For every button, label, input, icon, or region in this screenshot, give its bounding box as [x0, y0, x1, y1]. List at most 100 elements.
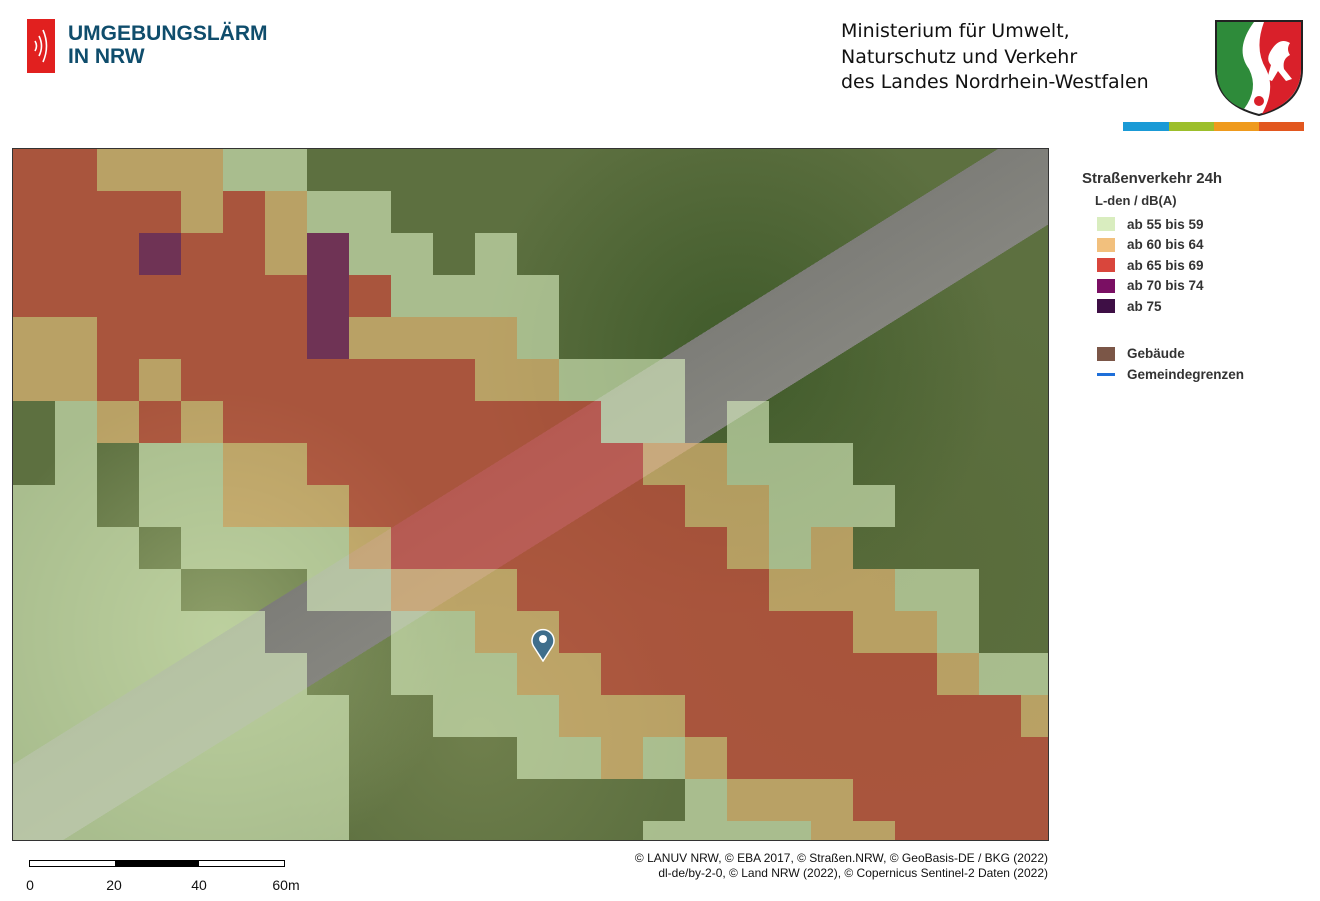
noise-cell	[643, 695, 685, 737]
noise-cell	[601, 653, 643, 695]
noise-cell	[223, 779, 265, 821]
noise-cell	[769, 737, 811, 779]
noise-cell	[685, 527, 727, 569]
noise-cell	[307, 359, 349, 401]
noise-cell	[811, 611, 853, 653]
location-pin-icon[interactable]	[530, 626, 556, 667]
legend-unit: L-den / dB(A)	[1095, 193, 1177, 208]
noise-cell	[349, 275, 391, 317]
noise-cell	[517, 359, 559, 401]
noise-cell	[55, 233, 97, 275]
legend-swatch	[1097, 299, 1115, 314]
noise-cell	[475, 527, 517, 569]
noise-cell	[1021, 695, 1048, 737]
noise-cell	[685, 485, 727, 527]
noise-cell	[55, 569, 97, 611]
noise-cell	[601, 485, 643, 527]
noise-cell	[307, 401, 349, 443]
noise-cell	[13, 233, 55, 275]
noise-cell	[475, 359, 517, 401]
noise-cell	[307, 317, 349, 359]
scale-tick: 40	[191, 877, 207, 893]
noise-cell	[559, 737, 601, 779]
noise-cell	[307, 695, 349, 737]
ministry-line: Ministerium für Umwelt,	[841, 20, 1070, 42]
noise-cell	[181, 611, 223, 653]
noise-cell	[643, 737, 685, 779]
noise-cell	[97, 149, 139, 191]
noise-cell	[55, 359, 97, 401]
noise-cell	[601, 401, 643, 443]
noise-cell	[727, 695, 769, 737]
noise-cell	[307, 737, 349, 779]
noise-cell	[55, 191, 97, 233]
noise-cell	[391, 443, 433, 485]
legend-label: ab 60 bis 64	[1127, 237, 1204, 253]
noise-cell	[769, 527, 811, 569]
legend-swatch	[1097, 278, 1115, 293]
noise-cell	[265, 527, 307, 569]
noise-cell	[475, 317, 517, 359]
noise-cell	[559, 359, 601, 401]
noise-cell	[97, 317, 139, 359]
ministry-line: Naturschutz und Verkehr	[841, 45, 1078, 68]
noise-cell	[307, 485, 349, 527]
noise-cell	[895, 695, 937, 737]
noise-cell	[139, 317, 181, 359]
scale-tick: 60m	[272, 877, 300, 893]
noise-cell	[391, 359, 433, 401]
noise-cell	[391, 527, 433, 569]
noise-cell	[475, 611, 517, 653]
noise-cell	[265, 779, 307, 821]
noise-cell	[13, 359, 55, 401]
noise-cell	[139, 233, 181, 275]
noise-cell	[181, 653, 223, 695]
noise-cell	[13, 317, 55, 359]
noise-cell	[811, 737, 853, 779]
noise-cell	[937, 611, 979, 653]
noise-cell	[265, 149, 307, 191]
noise-cell	[853, 821, 895, 840]
legend-title: Straßenverkehr 24h	[1082, 170, 1223, 187]
noise-cell	[769, 779, 811, 821]
noise-cell	[559, 485, 601, 527]
noise-cell	[139, 485, 181, 527]
noise-cell	[601, 443, 643, 485]
noise-cell	[811, 443, 853, 485]
noise-cell	[727, 485, 769, 527]
noise-cell	[727, 569, 769, 611]
noise-cell	[769, 569, 811, 611]
noise-cell	[97, 695, 139, 737]
noise-cell	[685, 653, 727, 695]
noise-cell	[391, 611, 433, 653]
noise-cell	[475, 569, 517, 611]
noise-cell	[13, 779, 55, 821]
legend-label: ab 70 bis 74	[1127, 278, 1204, 294]
noise-cell	[391, 401, 433, 443]
noise-cell	[97, 401, 139, 443]
noise-cell	[13, 695, 55, 737]
noise-cell	[181, 401, 223, 443]
noise-cell	[601, 359, 643, 401]
noise-cell	[601, 695, 643, 737]
noise-cell	[559, 695, 601, 737]
noise-map[interactable]	[12, 148, 1049, 841]
noise-cell	[601, 737, 643, 779]
noise-cell	[181, 695, 223, 737]
noise-cell	[727, 737, 769, 779]
noise-cell	[181, 779, 223, 821]
noise-cell	[769, 653, 811, 695]
noise-cell	[475, 233, 517, 275]
noise-cell	[811, 695, 853, 737]
noise-cell	[223, 737, 265, 779]
noise-cell	[559, 611, 601, 653]
noise-cell	[139, 779, 181, 821]
noise-cell	[1021, 737, 1048, 779]
noise-cell	[643, 527, 685, 569]
noise-cell	[685, 737, 727, 779]
noise-cell	[223, 611, 265, 653]
noise-cell	[895, 611, 937, 653]
noise-cell	[181, 527, 223, 569]
noise-cell	[55, 443, 97, 485]
noise-cell	[181, 233, 223, 275]
